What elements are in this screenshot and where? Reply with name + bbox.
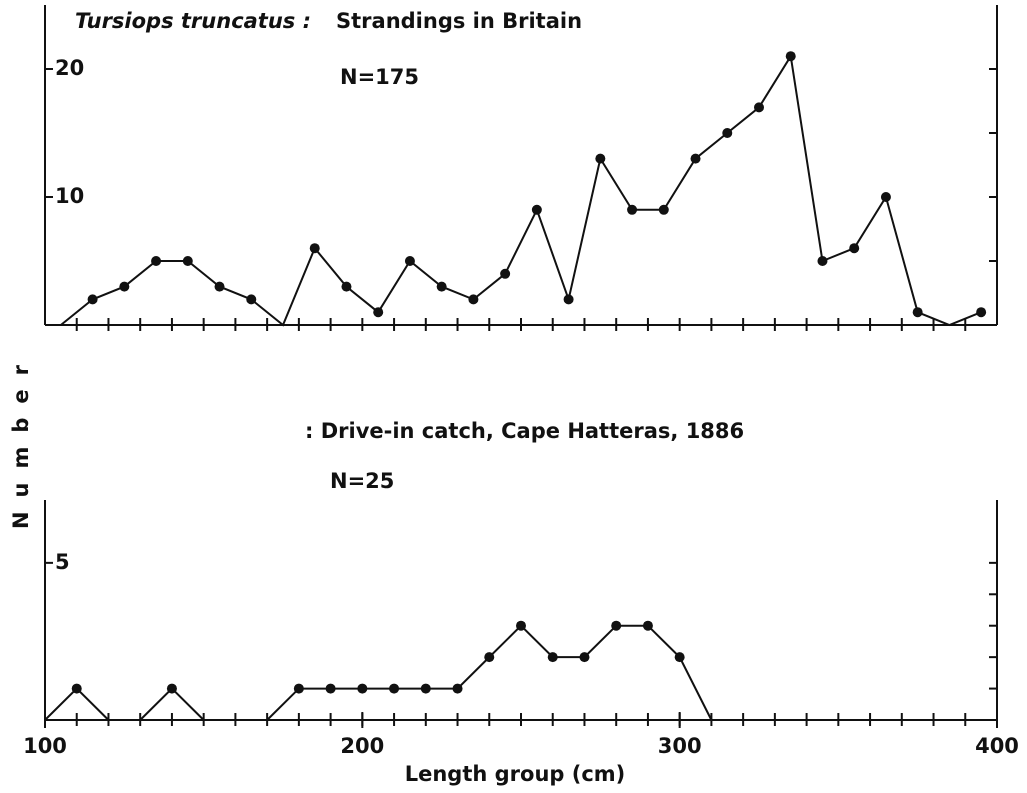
species-name: Tursiops truncatus : bbox=[75, 9, 311, 33]
data-point bbox=[87, 294, 98, 305]
chart-title: Strandings in Britain bbox=[336, 9, 582, 33]
x-tick-label: 100 bbox=[23, 734, 67, 758]
data-point bbox=[547, 652, 558, 663]
data-point bbox=[690, 153, 701, 164]
data-point bbox=[373, 307, 384, 318]
x-tick-label: 300 bbox=[658, 734, 702, 758]
data-point bbox=[674, 652, 685, 663]
y-tick-label: 10 bbox=[55, 184, 84, 208]
data-point bbox=[912, 307, 923, 318]
annotation: N=25 bbox=[330, 469, 394, 493]
data-point bbox=[452, 683, 463, 694]
annotation: N=175 bbox=[340, 65, 419, 89]
data-point bbox=[500, 268, 511, 279]
data-point bbox=[436, 281, 447, 292]
data-point bbox=[817, 256, 828, 266]
data-point bbox=[389, 683, 400, 694]
data-point bbox=[357, 683, 368, 694]
y-axis-label: Number bbox=[9, 351, 33, 529]
data-point bbox=[420, 683, 431, 694]
data-point bbox=[531, 204, 542, 215]
data-line bbox=[44, 624, 713, 721]
data-point bbox=[468, 294, 479, 305]
data-point bbox=[309, 243, 320, 254]
data-point bbox=[214, 281, 225, 292]
data-point bbox=[246, 294, 257, 305]
data-point bbox=[658, 204, 669, 215]
data-point bbox=[484, 652, 495, 663]
data-point bbox=[976, 307, 987, 318]
data-point bbox=[563, 294, 574, 305]
data-point bbox=[119, 281, 130, 292]
data-point bbox=[785, 51, 796, 62]
y-tick-label: 5 bbox=[55, 550, 70, 574]
data-point bbox=[722, 128, 733, 138]
data-point bbox=[404, 256, 415, 266]
data-point bbox=[516, 620, 526, 631]
data-point bbox=[293, 683, 304, 694]
data-point bbox=[595, 153, 606, 164]
data-point bbox=[849, 243, 860, 254]
data-point bbox=[627, 204, 638, 215]
x-axis-label: Length group (cm) bbox=[405, 762, 626, 786]
chart-title: : Drive-in catch, Cape Hatteras, 1886 bbox=[305, 419, 744, 443]
data-point bbox=[880, 192, 891, 202]
data-point bbox=[166, 683, 177, 694]
y-tick-label: 20 bbox=[55, 56, 84, 80]
x-tick-label: 400 bbox=[975, 734, 1019, 758]
data-point bbox=[151, 256, 162, 266]
data-point bbox=[579, 652, 590, 663]
data-line bbox=[60, 53, 982, 327]
data-point bbox=[325, 683, 336, 694]
data-point bbox=[611, 620, 622, 631]
x-tick-label: 200 bbox=[340, 734, 384, 758]
data-point bbox=[754, 102, 764, 113]
data-point bbox=[71, 683, 82, 694]
data-point bbox=[642, 620, 653, 631]
data-point bbox=[182, 256, 193, 266]
data-point bbox=[341, 281, 352, 292]
